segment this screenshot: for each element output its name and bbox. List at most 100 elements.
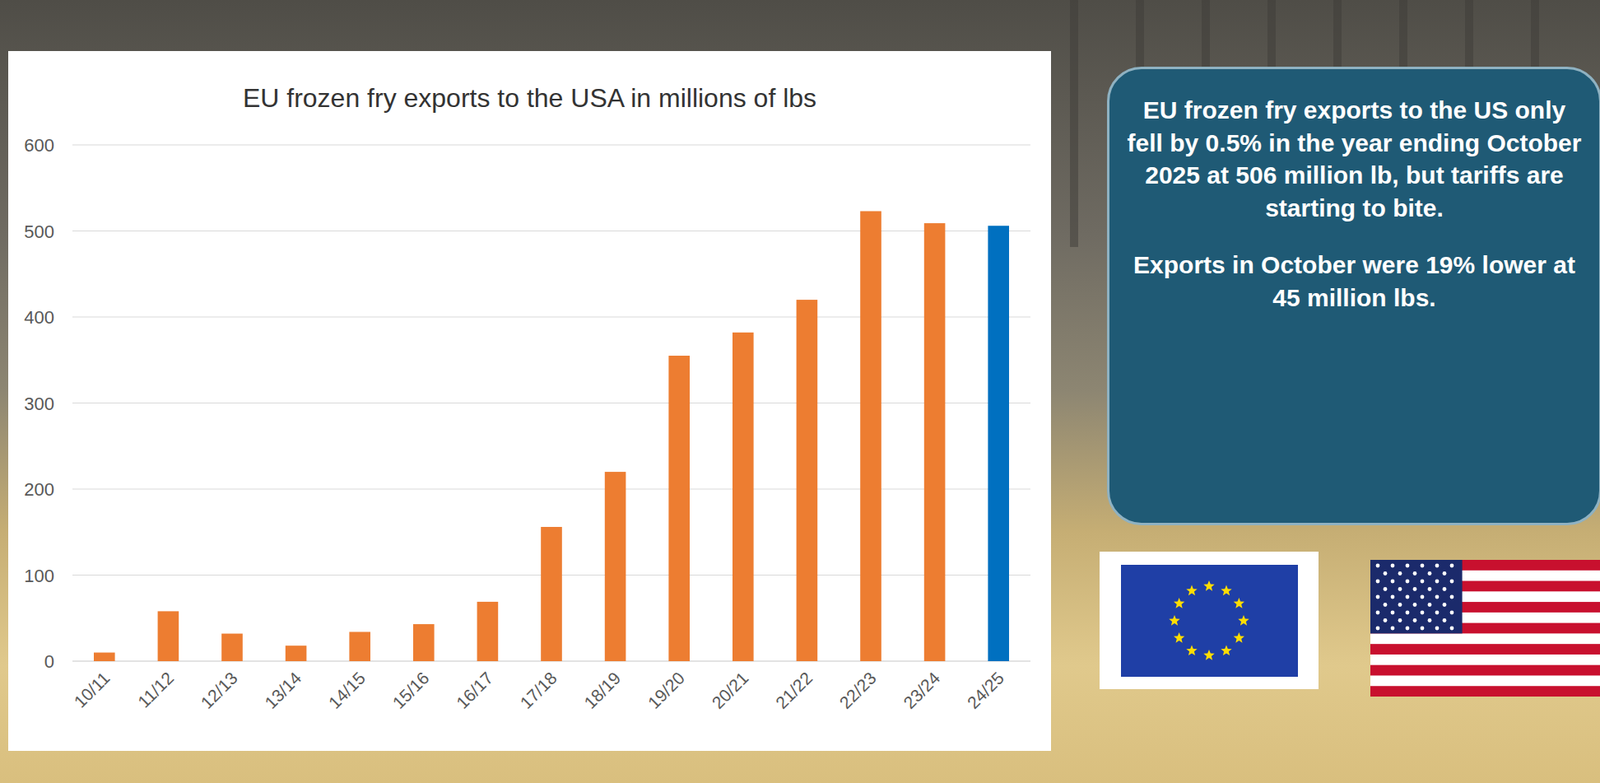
bar: [924, 223, 946, 661]
bar: [221, 633, 243, 661]
flag-star: [1420, 563, 1425, 568]
x-tick-label: 22/23: [835, 668, 880, 712]
bar: [413, 623, 435, 661]
flag-star: [1168, 614, 1180, 626]
x-tick-label: 13/14: [260, 667, 306, 712]
bar: [668, 355, 690, 661]
flag-star: [1398, 586, 1403, 591]
flag-star: [1405, 610, 1410, 615]
x-tick-labels: 10/1111/1212/1313/1414/1515/1616/1717/18…: [69, 667, 1008, 712]
annotation: Exports in October were 19% lower at 45 …: [1125, 248, 1583, 314]
flag-star: [1427, 571, 1433, 576]
flag-star: [1435, 626, 1440, 631]
x-tick-label: 12/13: [196, 668, 241, 712]
bar: [93, 652, 116, 661]
flag-star: [1376, 610, 1381, 615]
flag-star: [1186, 585, 1197, 596]
flag-star: [1450, 626, 1455, 631]
flag-star: [1173, 632, 1185, 643]
x-tick-label: 21/22: [772, 668, 816, 712]
decor-bar: [1069, 0, 1079, 247]
flag-star: [1450, 595, 1455, 600]
flag-star: [1237, 614, 1249, 626]
y-tick-label: 400: [23, 306, 55, 328]
grid-line: [72, 230, 1031, 232]
flag-star: [1383, 571, 1388, 576]
flag-star: [1220, 644, 1232, 656]
flag-star: [1450, 579, 1455, 584]
chart-title: EU frozen fry exports to the USA in mill…: [242, 83, 817, 113]
flag-star: [1405, 595, 1410, 600]
flag-stripe: [1370, 665, 1600, 676]
flag-field: [1370, 559, 1600, 697]
y-tick-label: 100: [23, 565, 55, 587]
flag-star: [1390, 579, 1396, 584]
flag-star: [1405, 579, 1410, 584]
flag-star: [1398, 618, 1403, 623]
flag-star: [1442, 602, 1447, 607]
x-tick-label: 11/12: [134, 668, 177, 712]
x-tick-label: 20/21: [707, 668, 752, 712]
flag-star: [1376, 579, 1381, 584]
flag-star: [1413, 602, 1418, 607]
flag-star: [1442, 618, 1447, 623]
flag-star: [1442, 586, 1447, 591]
flag-star: [1186, 644, 1197, 656]
flag-star: [1405, 563, 1410, 568]
flag-star: [1203, 580, 1214, 591]
flag-star: [1220, 585, 1232, 596]
y-tick-label: 500: [23, 221, 55, 242]
flag-star: [1383, 586, 1388, 591]
flag-star: [1413, 618, 1418, 623]
bar: [604, 471, 627, 661]
flag-border: [1099, 551, 1319, 689]
bar: [158, 610, 180, 661]
flag-star: [1376, 626, 1381, 631]
bar: [796, 299, 819, 661]
flag-star: [1398, 571, 1403, 576]
flag-star: [1427, 618, 1433, 623]
x-tick-label: 14/15: [325, 668, 369, 712]
bar: [540, 526, 563, 661]
bar: [348, 631, 371, 661]
x-tick-label: 24/25: [963, 668, 1008, 712]
flag-star: [1427, 586, 1433, 591]
flag-star: [1427, 602, 1433, 607]
flag-star: [1233, 597, 1245, 609]
grid: [72, 144, 1031, 661]
grid-line: [72, 402, 1031, 404]
x-tick-label: 16/17: [452, 668, 497, 712]
flag-star: [1435, 563, 1440, 568]
eu-flag: [1099, 551, 1319, 689]
bar: [477, 601, 499, 661]
flag-star: [1420, 626, 1425, 631]
x-tick-label: 10/11: [69, 668, 113, 712]
flag-stripe: [1370, 685, 1600, 697]
grid-line: [72, 316, 1031, 317]
flag-star: [1398, 602, 1403, 607]
flag-star: [1390, 595, 1396, 600]
bar: [285, 645, 307, 661]
grid-line: [72, 488, 1031, 489]
bar: [732, 332, 754, 661]
x-tick-label: 19/20: [644, 668, 689, 712]
x-tick-label: 23/24: [899, 667, 945, 712]
flag-star: [1435, 595, 1440, 600]
x-tick-label: 18/19: [580, 668, 624, 712]
bars: [93, 210, 1010, 661]
flag-canton: [1370, 559, 1463, 633]
flag-star: [1233, 632, 1245, 643]
flag-star: [1450, 563, 1455, 568]
flag-stripe: [1370, 643, 1600, 655]
bar: [860, 210, 882, 661]
flag-star: [1390, 610, 1396, 615]
flag-star: [1203, 649, 1214, 661]
y-tick-label: 300: [23, 393, 55, 414]
flag-star: [1390, 626, 1396, 631]
flag-star: [1435, 579, 1440, 584]
annotation-box: EU frozen fry exports to the US only fel…: [1106, 66, 1600, 526]
flag-star: [1383, 602, 1388, 607]
x-tick-label: 17/18: [516, 668, 560, 712]
flag-star: [1390, 563, 1396, 568]
flag-star: [1435, 610, 1440, 615]
